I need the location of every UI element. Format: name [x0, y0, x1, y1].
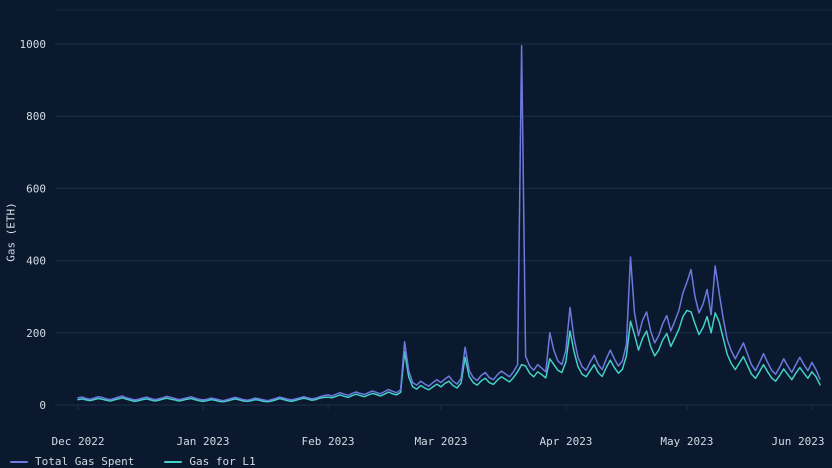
- y-axis-tick-labels: 0 200 400 600 800 1000: [20, 38, 47, 412]
- svg-text:Jun 2023: Jun 2023: [772, 435, 825, 448]
- legend-swatch-total-gas-spent: [10, 460, 28, 463]
- svg-text:200: 200: [26, 327, 46, 340]
- legend-swatch-gas-for-l1: [164, 460, 183, 463]
- svg-text:1000: 1000: [20, 38, 47, 51]
- svg-text:Feb 2023: Feb 2023: [302, 435, 355, 448]
- svg-text:Dec 2022: Dec 2022: [52, 435, 105, 448]
- legend-label-gas-for-l1: Gas for L1: [189, 455, 256, 468]
- x-axis-tick-labels: Dec 2022 Jan 2023 Feb 2023 Mar 2023 Apr 2023…: [52, 405, 825, 448]
- svg-text:Mar 2023: Mar 2023: [414, 435, 467, 448]
- svg-text:May 2023: May 2023: [660, 435, 713, 448]
- svg-text:0: 0: [39, 399, 46, 412]
- legend: Total Gas Spent Gas for L1: [10, 455, 256, 468]
- legend-label-total-gas-spent: Total Gas Spent: [35, 455, 135, 468]
- legend-item-total-gas-spent[interactable]: Total Gas Spent: [10, 455, 134, 468]
- gridlines: [55, 9, 832, 406]
- svg-text:800: 800: [26, 110, 46, 123]
- svg-text:600: 600: [26, 182, 46, 195]
- svg-text:400: 400: [26, 255, 46, 268]
- svg-text:Jan 2023: Jan 2023: [177, 435, 230, 448]
- series-lines: [77, 45, 821, 403]
- legend-item-gas-for-l1[interactable]: Gas for L1: [164, 455, 256, 468]
- svg-text:Apr 2023: Apr 2023: [539, 435, 592, 448]
